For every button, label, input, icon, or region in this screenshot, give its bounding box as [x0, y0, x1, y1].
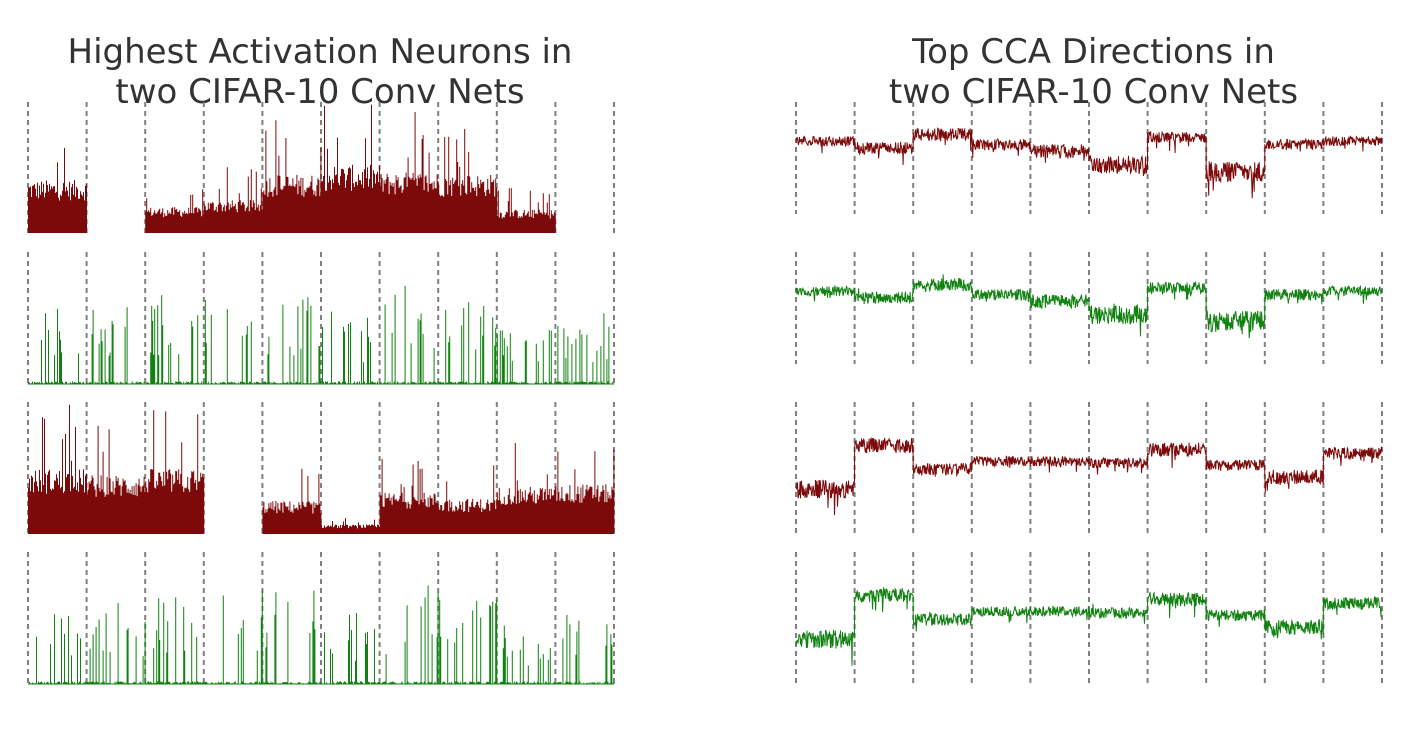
activation-series-2 — [28, 404, 615, 534]
activation-neurons-chart — [27, 102, 615, 685]
cca-series-0 — [795, 126, 1383, 199]
chart-title-right: Top CCA Directions in two CIFAR-10 Conv … — [770, 32, 1417, 112]
cca-series-2 — [795, 436, 1383, 516]
chart-title-right-line2: two CIFAR-10 Conv Nets — [888, 72, 1299, 112]
cca-series-1 — [795, 274, 1383, 339]
cca-directions-chart — [795, 102, 1383, 684]
cca-directions-panel: Top CCA Directions in two CIFAR-10 Conv … — [770, 0, 1417, 752]
activation-neurons-panel: Highest Activation Neurons in two CIFAR-… — [0, 0, 640, 752]
cca-series-3 — [795, 587, 1383, 666]
chart-title-right-line1: Top CCA Directions in — [912, 32, 1275, 72]
chart-title-left-line1: Highest Activation Neurons in — [67, 32, 573, 72]
activation-series-0 — [28, 104, 556, 233]
chart-title-left: Highest Activation Neurons in two CIFAR-… — [0, 32, 640, 112]
